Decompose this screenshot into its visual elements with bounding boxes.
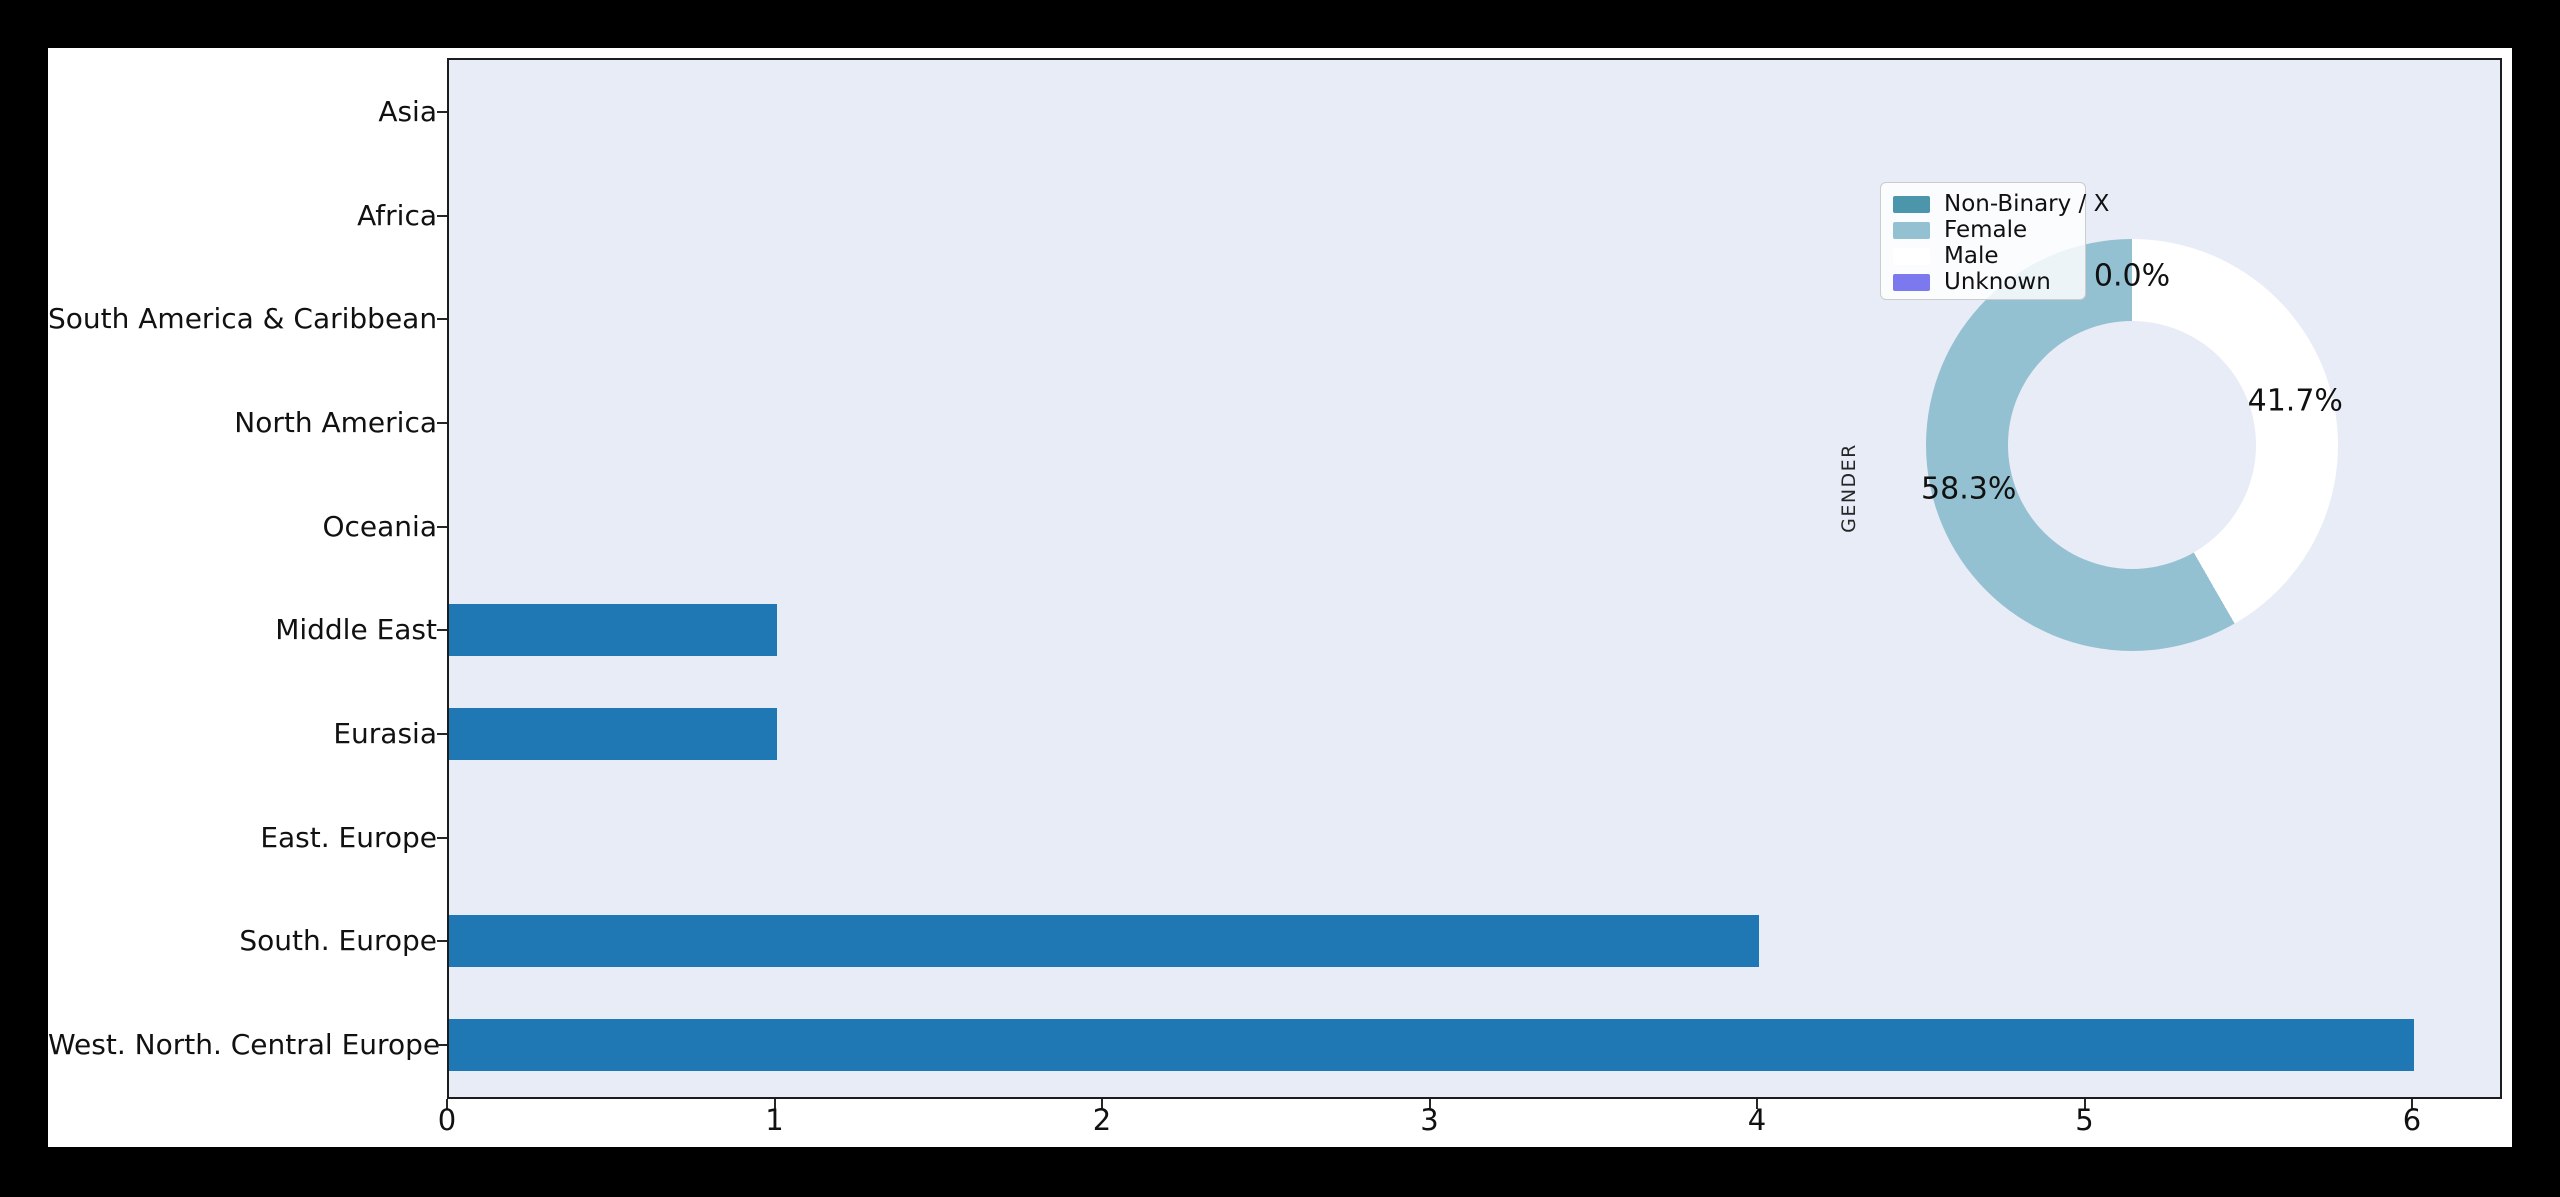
y-tick-mark: [437, 525, 447, 528]
bar: [449, 604, 777, 657]
legend-label: Male: [1944, 243, 1999, 269]
y-tick-mark: [437, 421, 447, 424]
y-tick-mark: [437, 940, 447, 943]
x-tick-mark: [2411, 1099, 2413, 1109]
legend-swatch-icon: [1893, 221, 1930, 239]
y-tick-label: West. North. Central Europe: [48, 1028, 441, 1062]
y-tick-label: Asia: [378, 94, 437, 128]
pct-label: 58.3%: [1921, 471, 2017, 507]
y-tick-mark: [437, 1044, 447, 1047]
x-tick-mark: [2083, 1099, 2086, 1109]
y-tick-label: Eurasia: [333, 717, 437, 751]
pct-label: 41.7%: [2247, 383, 2343, 419]
x-tick-mark: [1756, 1099, 1758, 1109]
y-tick-label: North America: [234, 405, 437, 439]
bar-plot-area: 0.0% 58.3% 41.7% GENDER Non-Binary / X Female…: [447, 58, 2502, 1099]
x-tick-label: 0: [437, 1103, 457, 1137]
y-tick-mark: [437, 733, 447, 736]
x-tick-mark: [446, 1099, 448, 1109]
x-tick-mark: [1101, 1099, 1103, 1109]
x-tick-label: 6: [2402, 1103, 2422, 1137]
pct-label: 0.0%: [2093, 258, 2171, 294]
y-tick-label: Middle East: [275, 613, 437, 647]
y-tick-mark: [437, 214, 447, 217]
legend-item: Unknown: [1893, 269, 2073, 295]
figure-canvas: 0.0% 58.3% 41.7% GENDER Non-Binary / X Female…: [48, 48, 2512, 1147]
x-tick-label: 4: [1747, 1103, 1767, 1137]
x-tick-label: 3: [1420, 1103, 1439, 1137]
y-tick-mark: [437, 629, 447, 632]
y-tick-label: East. Europe: [260, 820, 437, 854]
y-tick-label: South. Europe: [239, 924, 437, 958]
y-tick-label: South America & Caribbean: [48, 302, 438, 336]
legend-item: Female: [1893, 217, 2073, 243]
y-tick-mark: [437, 836, 447, 839]
x-tick-label: 1: [765, 1103, 784, 1137]
x-tick-mark: [1428, 1099, 1431, 1109]
gender-legend: Non-Binary / X Female Male Unknown: [1880, 182, 2109, 300]
y-tick-label: Africa: [357, 198, 437, 232]
y-tick-mark: [437, 318, 447, 321]
y-tick-label: Oceania: [322, 509, 437, 543]
legend-swatch-icon: [1893, 195, 1930, 213]
bar: [449, 915, 1759, 968]
bar: [449, 708, 777, 761]
x-tick-label: 5: [2075, 1103, 2094, 1137]
legend-item: Male: [1893, 243, 2073, 269]
x-tick-label: 2: [1092, 1103, 1112, 1137]
legend-label: Female: [1944, 217, 2028, 243]
bar: [449, 1019, 2414, 1072]
legend-item: Non-Binary / X: [1893, 191, 2109, 217]
gender-axis-label: GENDER: [1838, 443, 1860, 533]
gender-donut-hole: [2008, 321, 2256, 569]
legend-label: Unknown: [1944, 269, 2051, 295]
legend-swatch-icon: [1893, 273, 1930, 291]
y-tick-mark: [437, 110, 447, 113]
x-tick-mark: [773, 1099, 776, 1109]
legend-label: Non-Binary / X: [1944, 191, 2110, 217]
legend-swatch-icon: [1893, 247, 1930, 265]
